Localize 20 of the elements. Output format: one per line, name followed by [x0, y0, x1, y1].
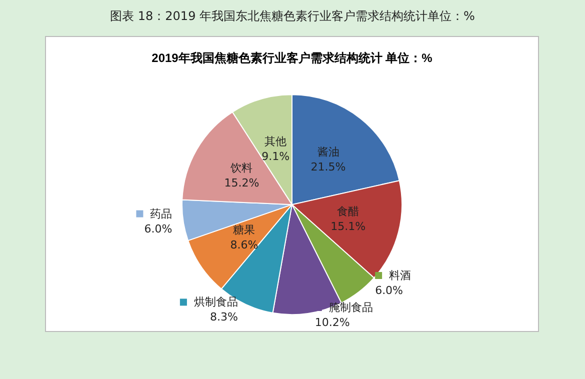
data-label: 6.0% [144, 222, 172, 236]
slice-label: 饮料 [230, 162, 253, 175]
data-label: 8.6% [230, 238, 258, 252]
data-label: 15.2% [224, 176, 260, 190]
chart-title: 图表 18：2019 年我国东北焦糖色素行业客户需求结构统计单位：% [109, 8, 476, 25]
legend-label: 烘制食品 [186, 296, 238, 309]
chart-subtitle: 2019年我国焦糖色素行业客户需求结构统计 单位：% [152, 51, 433, 65]
data-label: 15.1% [330, 220, 366, 234]
slice-label: 食醋 [337, 205, 360, 218]
legend-label: 料酒 [382, 269, 412, 282]
slice-label: 糖果 [233, 223, 256, 236]
slice-label: 酱油 [317, 145, 340, 158]
data-label: 21.5% [310, 160, 346, 174]
legend-label: 药品 [143, 207, 172, 220]
data-label: 8.3% [210, 310, 238, 324]
data-label: 10.2% [314, 316, 350, 329]
legend-label: 腌制食品 [322, 301, 373, 314]
data-label: 9.1% [262, 150, 290, 163]
data-label: 6.0% [375, 284, 404, 297]
slice-label: 其他 [264, 134, 287, 148]
